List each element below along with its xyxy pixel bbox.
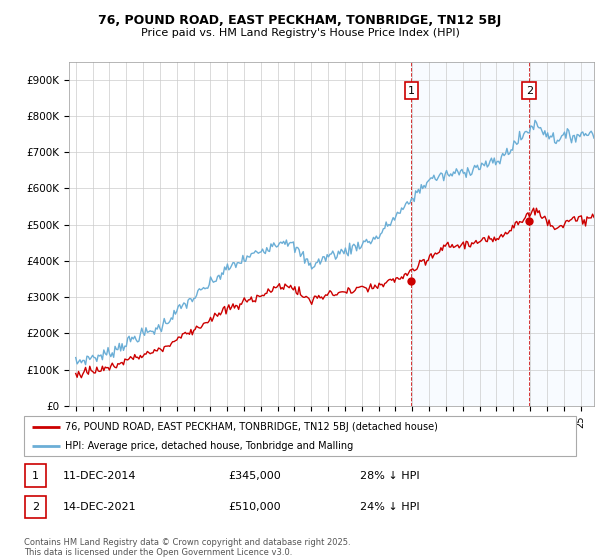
Text: 14-DEC-2021: 14-DEC-2021 [63,502,137,512]
Text: HPI: Average price, detached house, Tonbridge and Malling: HPI: Average price, detached house, Tonb… [65,441,353,450]
Text: 2: 2 [526,86,533,96]
Text: 1: 1 [32,471,39,480]
Text: 11-DEC-2014: 11-DEC-2014 [63,471,137,480]
Text: Price paid vs. HM Land Registry's House Price Index (HPI): Price paid vs. HM Land Registry's House … [140,28,460,38]
Text: 24% ↓ HPI: 24% ↓ HPI [360,502,419,512]
Text: Contains HM Land Registry data © Crown copyright and database right 2025.
This d: Contains HM Land Registry data © Crown c… [24,538,350,557]
Text: 2: 2 [32,502,39,512]
Bar [412,62,600,406]
Text: 76, POUND ROAD, EAST PECKHAM, TONBRIDGE, TN12 5BJ (detached house): 76, POUND ROAD, EAST PECKHAM, TONBRIDGE,… [65,422,438,432]
Text: £345,000: £345,000 [228,471,281,480]
Text: 28% ↓ HPI: 28% ↓ HPI [360,471,419,480]
Text: 1: 1 [408,86,415,96]
Text: £510,000: £510,000 [228,502,281,512]
Text: 76, POUND ROAD, EAST PECKHAM, TONBRIDGE, TN12 5BJ: 76, POUND ROAD, EAST PECKHAM, TONBRIDGE,… [98,14,502,27]
